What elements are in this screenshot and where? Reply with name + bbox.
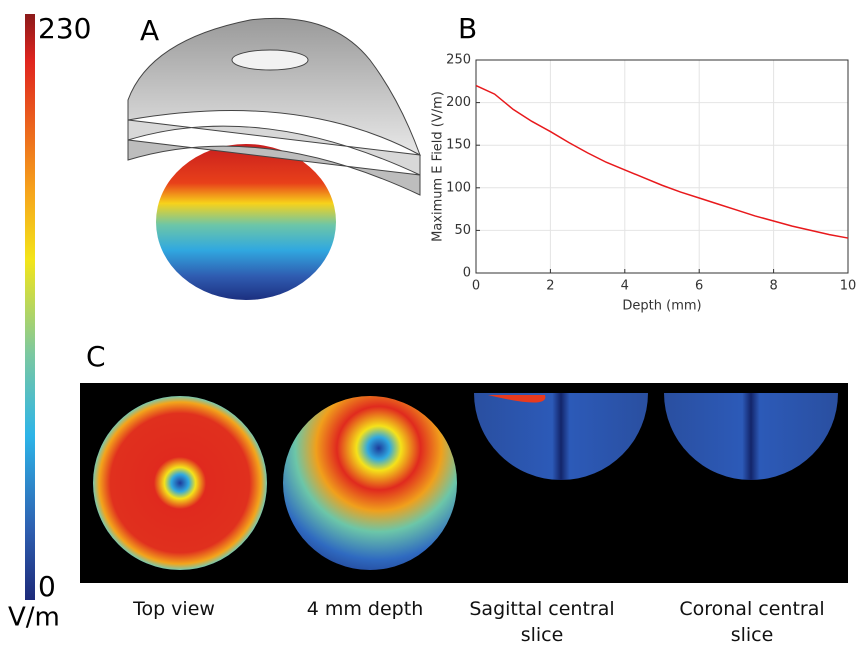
x-tick-label: 10 [840,279,857,294]
page: 230 0 V/m A B C 0 50 100 150 200 250 0 2 4 6 8 10 De… [0,0,866,641]
y-tick-label: 250 [446,53,471,68]
y-tick-label: 50 [454,223,471,238]
caption: Top view [79,596,269,622]
y-tick-label: 200 [446,95,471,110]
x-tick-label: 8 [769,279,777,294]
panel-label: A [140,14,159,47]
x-tick-label: 0 [472,279,480,294]
caption: Sagittal central slice [467,596,617,648]
x-tick-label: 4 [621,279,629,294]
colorbar-min: 0 [38,570,56,603]
y-tick-label: 150 [446,138,471,153]
panel-label: C [86,340,106,373]
disk [93,396,267,570]
caption: 4 mm depth [270,596,460,622]
plot-area [476,60,848,273]
line-chart: 0 50 100 150 200 250 0 2 4 6 8 10 Depth (mm) Maximum … [431,53,857,314]
y-axis-label: Maximum E Field (V/m) [431,91,446,242]
sphere [156,144,336,300]
x-axis-label: Depth (mm) [622,299,701,314]
x-tick-label: 2 [546,279,554,294]
panel-label: B [458,12,477,45]
figure: 230 0 V/m A B C 0 50 100 150 200 250 0 2 4 6 8 10 De… [0,0,866,641]
colorbar-max: 230 [38,12,91,45]
y-tick-label: 100 [446,180,471,195]
disk [283,396,457,570]
x-tick-label: 6 [695,279,703,294]
colorbar [25,14,35,600]
caption: Coronal central slice [667,596,837,648]
y-tick-label: 0 [463,266,471,281]
colorbar-unit: V/m [8,603,60,633]
